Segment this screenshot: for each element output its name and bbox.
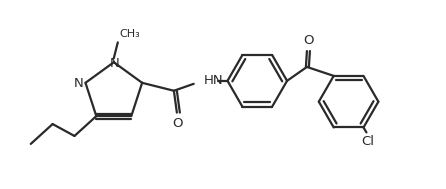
Text: Cl: Cl [361, 135, 374, 148]
Text: O: O [304, 34, 314, 47]
Text: HN: HN [204, 74, 223, 87]
Text: O: O [173, 117, 183, 130]
Text: N: N [110, 57, 120, 70]
Text: N: N [74, 77, 83, 90]
Text: CH₃: CH₃ [120, 29, 140, 40]
